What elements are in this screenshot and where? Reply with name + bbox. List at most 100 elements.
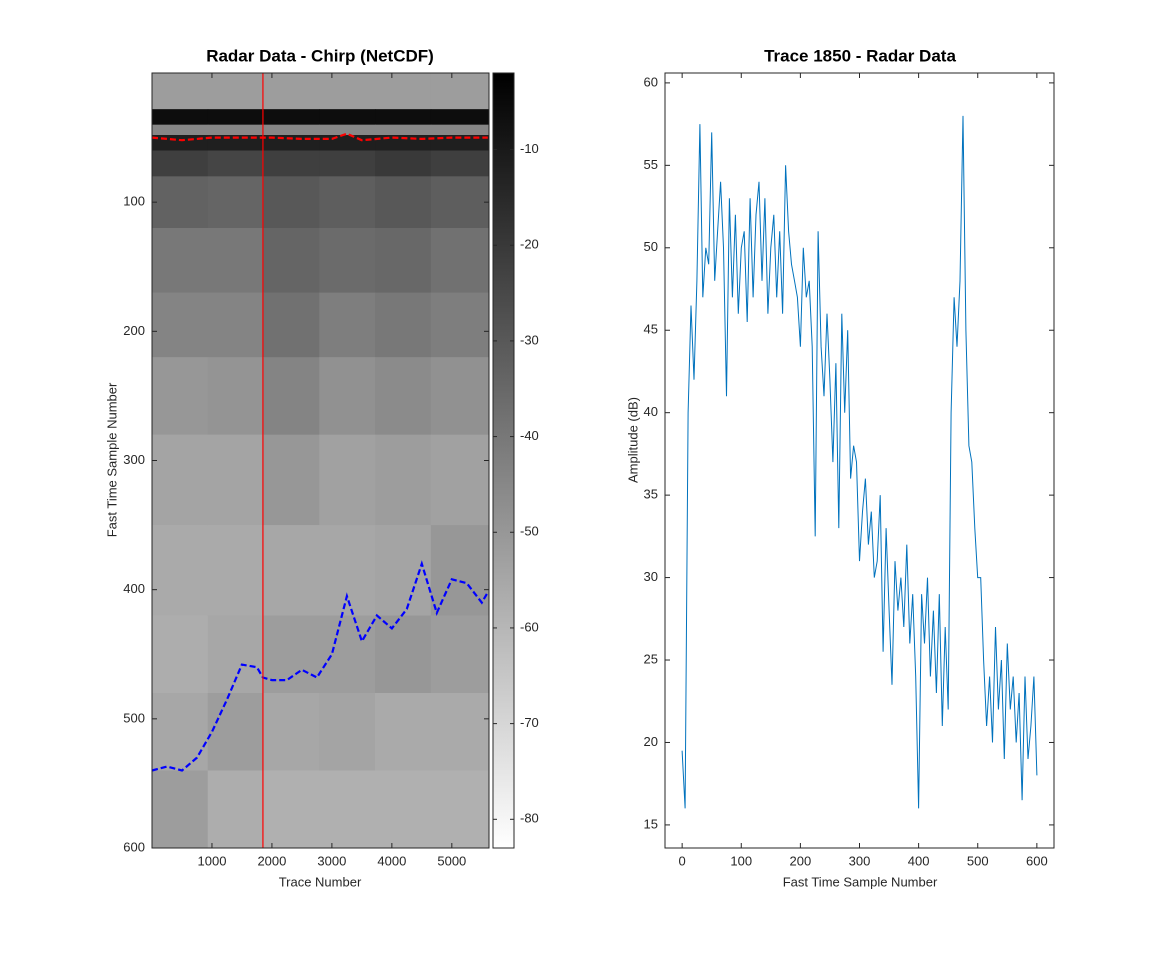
heatmap-cell [319,135,376,151]
heatmap-cell [430,176,490,229]
heatmap-cell [319,525,376,616]
heatmap-cell [319,770,376,849]
heatmap-cell [319,109,376,126]
heatmap-cell [375,615,432,694]
heatmap-cell [207,292,265,358]
heatmap-cell [430,357,490,436]
heatmap-cell [152,135,209,151]
heatmap-cell [430,228,490,294]
heatmap-cell [430,73,490,110]
colorbar [492,72,515,849]
colorbar-tick-label: -40 [520,428,539,443]
y-tick-label: 15 [644,816,658,831]
heatmap-cell [152,176,209,229]
heatmap-cell [319,693,376,771]
heatmap-cell [152,109,209,126]
x-tick-label: 400 [908,853,930,868]
heatmap-cell [263,357,320,436]
axes-frame [151,72,490,849]
line-series [151,560,489,772]
colorbar-tick-label: -60 [520,619,539,634]
heatmap-cell [207,135,265,151]
y-tick-label: 20 [644,734,658,749]
heatmap-cell [375,109,432,126]
heatmap-cell [430,434,490,526]
x-tick-label: 100 [730,853,752,868]
heatmap-cell [319,357,376,436]
x-tick-label: 600 [1026,853,1048,868]
heatmap-cell [263,228,320,294]
x-axis-label: Fast Time Sample Number [783,874,938,889]
heatmap-cell [430,135,490,151]
x-tick-label: 4000 [377,853,406,868]
y-tick-label: 200 [123,323,145,338]
heatmap-cell [263,176,320,229]
heatmap-cell [207,770,265,849]
axes-frame [664,72,1055,849]
x-tick-label: 5000 [437,853,466,868]
heatmap-cell [263,150,320,177]
chart-title: Radar Data - Chirp (NetCDF) [206,46,434,65]
heatmap-cell [263,525,320,616]
heatmap-cell [263,73,320,110]
y-tick-label: 25 [644,651,658,666]
heatmap-cell [319,73,376,110]
heatmap-cell [263,434,320,526]
heatmap-cell [263,109,320,126]
heatmap-cell [319,434,376,526]
heatmap-cell [319,124,376,136]
heatmap-cell [430,150,490,177]
heatmap-cell [375,693,432,771]
line-series [151,132,488,142]
heatmap-cell [375,176,432,229]
colorbar-tick-label: -50 [520,524,539,539]
x-tick-label: 1000 [198,853,227,868]
heatmap-cell [319,150,376,177]
y-tick-label: 500 [123,710,145,725]
y-tick-label: 55 [644,157,658,172]
heatmap-cell [207,73,265,110]
heatmap-cell [319,228,376,294]
heatmap-cell [207,615,265,694]
heatmap-cell [152,73,209,110]
colorbar-tick-label: -30 [520,332,539,347]
heatmap-cell [263,615,320,694]
heatmap-cell [430,292,490,358]
colorbar-tick-label: -70 [520,715,539,730]
heatmap-cell [152,124,209,136]
heatmap-cell [152,228,209,294]
colorbar-tick-label: -20 [520,237,539,252]
heatmap-cell [207,228,265,294]
heatmap-cell [152,292,209,358]
heatmap-cell [430,615,490,694]
x-tick-label: 300 [849,853,871,868]
y-tick-label: 45 [644,322,658,337]
heatmap-cell [207,124,265,136]
heatmap-cell [375,124,432,136]
heatmap-cell [375,292,432,358]
heatmap-cell [375,228,432,294]
heatmap-cell [375,135,432,151]
y-tick-label: 35 [644,487,658,502]
chart-title: Trace 1850 - Radar Data [764,46,956,65]
heatmap-cell [152,770,209,849]
heatmap-cell [319,292,376,358]
x-tick-label: 0 [679,853,686,868]
heatmap-cell [152,357,209,436]
heatmap-cell [207,693,265,771]
line-series [681,115,1038,809]
y-tick-label: 60 [644,74,658,89]
heatmap-cell [375,357,432,436]
x-tick-label: 500 [967,853,989,868]
heatmap-cell [152,434,209,526]
heatmap-cell [152,693,209,771]
heatmap-cell [152,615,209,694]
x-tick-label: 200 [790,853,812,868]
heatmap-cell [375,434,432,526]
x-tick-label: 3000 [317,853,346,868]
colorbar-tick-label: -10 [520,141,539,156]
heatmap-cell [430,124,490,136]
heatmap-cell [263,770,320,849]
heatmap-cell [375,73,432,110]
